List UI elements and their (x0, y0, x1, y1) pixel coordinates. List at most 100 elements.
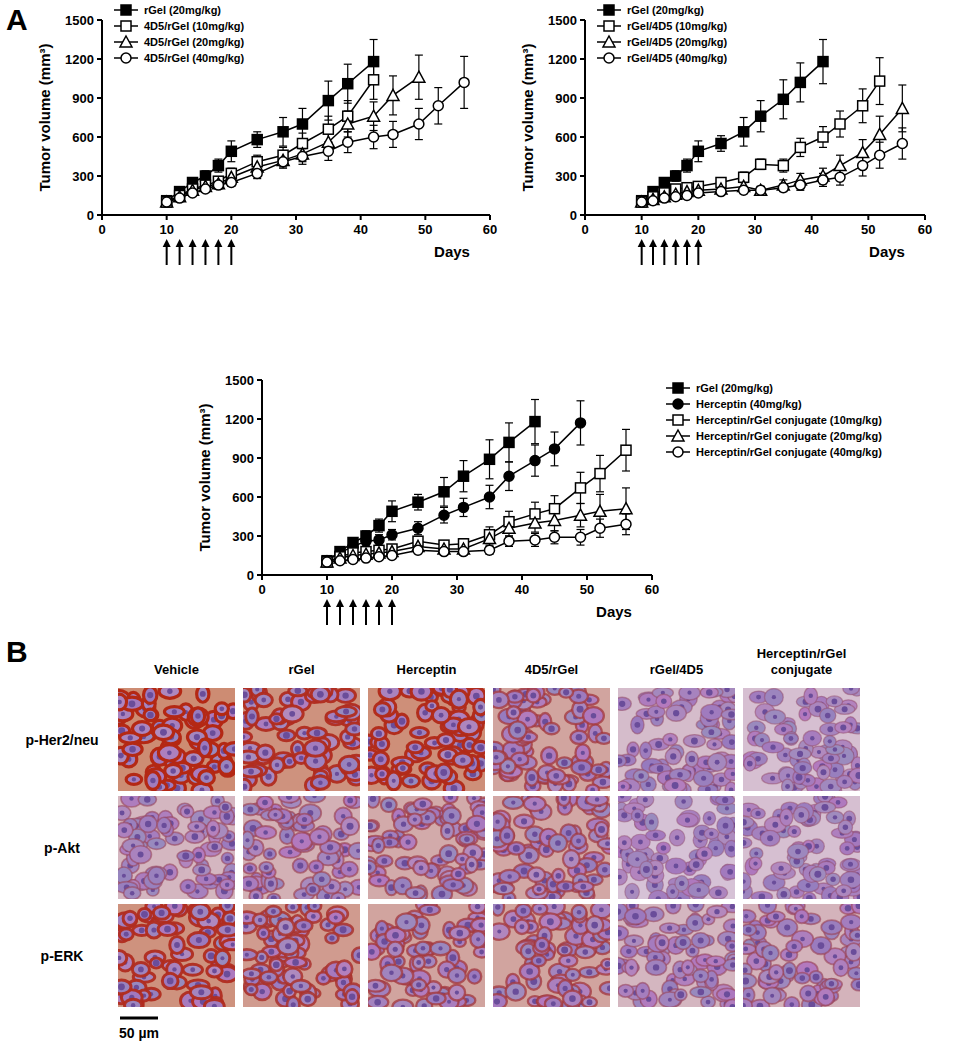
error-cap (859, 175, 867, 176)
error-cap (577, 400, 585, 401)
nucleus (820, 769, 826, 775)
nucleus (528, 774, 535, 781)
nucleus (400, 765, 406, 771)
nucleus (708, 729, 714, 735)
marker (648, 196, 658, 206)
error-cap (505, 461, 513, 462)
treatment-arrow (336, 599, 344, 625)
y-tick (580, 97, 585, 99)
treatment-arrow (323, 599, 331, 625)
marker (297, 119, 307, 129)
error-bar (415, 108, 423, 139)
arrow-shaft (179, 245, 181, 265)
cell (224, 743, 235, 755)
marker (175, 193, 185, 203)
nucleus (689, 756, 695, 762)
nucleus (712, 742, 716, 746)
marker (716, 187, 726, 197)
error-bar (370, 125, 378, 148)
cell (143, 688, 156, 703)
error-cap (622, 470, 630, 471)
y-tick-label: 900 (72, 91, 94, 106)
cell (618, 755, 626, 767)
nucleus (335, 772, 339, 776)
marker (387, 89, 399, 100)
nucleus (673, 710, 679, 716)
treatment-arrow (638, 239, 646, 265)
cell (701, 688, 723, 697)
nucleus (379, 771, 384, 776)
nucleus (129, 700, 136, 707)
cell (407, 742, 423, 753)
cell (665, 748, 681, 764)
series-line (327, 450, 626, 562)
nucleus (283, 732, 290, 739)
cell (246, 708, 259, 725)
nucleus (496, 697, 502, 703)
nucleus (313, 759, 318, 764)
cell (843, 688, 859, 695)
nucleus (248, 769, 254, 775)
error-cap (859, 88, 867, 89)
error-cap (375, 531, 383, 532)
marker (120, 36, 132, 47)
marker (620, 503, 632, 514)
marker (795, 180, 805, 190)
marker (603, 36, 615, 47)
nucleus (299, 756, 304, 761)
marker (485, 545, 495, 555)
nucleus (477, 744, 484, 751)
marker (213, 180, 223, 190)
arrow-head (388, 599, 396, 607)
nucleus (747, 761, 753, 767)
error-cap (389, 121, 397, 122)
nucleus (729, 788, 734, 791)
nucleus (706, 689, 712, 695)
cell (346, 723, 360, 735)
marker (387, 530, 397, 540)
nucleus (754, 726, 758, 730)
tissue (368, 688, 485, 791)
y-tick (257, 457, 262, 459)
cell (243, 779, 251, 791)
y-tick-label: 0 (247, 568, 254, 583)
cell (243, 766, 262, 777)
x-tick-label: 20 (385, 582, 399, 597)
nucleus (369, 773, 373, 777)
x-tick-label: 60 (483, 222, 497, 237)
marker (413, 497, 423, 507)
cell (817, 765, 830, 780)
error-cap (551, 530, 559, 531)
error-cap (577, 444, 585, 445)
error-bar (694, 141, 702, 162)
nucleus (729, 739, 735, 745)
error-cap (876, 104, 884, 105)
nucleus (249, 714, 255, 720)
legend-label: rGel (20mg/kg) (696, 382, 773, 394)
error-bar (486, 485, 494, 508)
cell (374, 703, 390, 717)
error-bar (622, 429, 630, 471)
arrow-head (349, 599, 357, 607)
cell (133, 722, 152, 736)
error-bar (531, 400, 539, 444)
tissue (118, 688, 235, 791)
arrow-shaft (686, 245, 688, 265)
marker (673, 415, 683, 425)
error-cap (414, 509, 422, 510)
series-line (167, 77, 419, 202)
marker (459, 547, 469, 557)
error-cap (898, 127, 906, 128)
x-tick-label: 20 (224, 222, 238, 237)
x-tick-label: 30 (748, 222, 762, 237)
cell (473, 741, 485, 753)
nucleus (302, 731, 306, 735)
marker (335, 556, 345, 566)
series-line (167, 80, 374, 202)
nucleus (204, 775, 209, 780)
error-cap (876, 116, 884, 117)
nucleus (590, 788, 595, 791)
cell (666, 705, 686, 721)
plot-data (321, 400, 632, 568)
x-tick-label: 40 (515, 582, 529, 597)
